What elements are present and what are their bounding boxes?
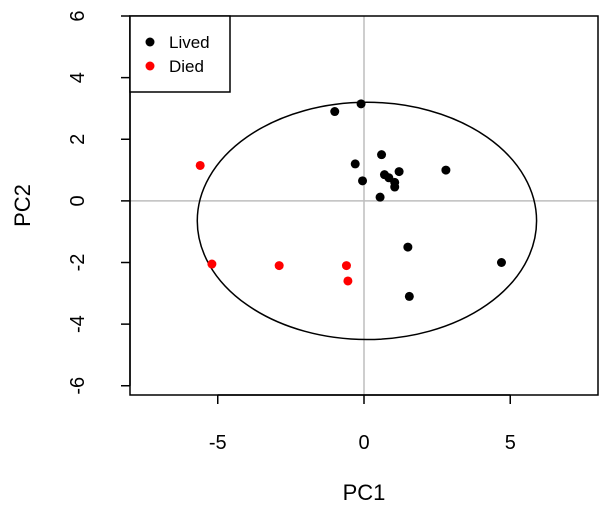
y-axis: -6 -4 -2 0 2 4 6 — [67, 10, 131, 395]
y-tick-label: 0 — [67, 195, 89, 206]
legend: Lived Died — [129, 15, 231, 93]
confidence-ellipse-layer — [196, 101, 538, 341]
data-point-lived — [356, 99, 366, 109]
data-point-died — [195, 160, 205, 170]
y-tick-label: 6 — [67, 10, 89, 21]
data-point-lived — [375, 192, 385, 202]
y-tick-label: -6 — [67, 377, 89, 395]
legend-box — [129, 15, 231, 93]
data-point-lived — [496, 258, 506, 268]
legend-marker-died — [145, 61, 155, 71]
data-point-died — [341, 261, 351, 271]
data-point-lived — [403, 242, 413, 252]
data-point-lived — [404, 291, 414, 301]
data-point-died — [207, 259, 217, 269]
reference-lines — [130, 16, 598, 395]
data-point-lived — [350, 159, 360, 169]
y-axis-title: PC2 — [10, 184, 35, 227]
x-tick-label: 5 — [505, 432, 516, 454]
points-layer — [195, 99, 506, 301]
x-axis: -5 0 5 — [209, 394, 516, 454]
data-point-died — [343, 276, 353, 286]
y-tick-label: 4 — [67, 72, 89, 83]
y-tick-label: -2 — [67, 254, 89, 272]
data-point-lived — [358, 176, 368, 186]
legend-marker-lived — [145, 37, 155, 47]
data-point-lived — [377, 150, 387, 160]
data-point-died — [274, 261, 284, 271]
y-tick-label: -4 — [67, 315, 89, 333]
data-point-lived — [441, 165, 451, 175]
legend-label-died: Died — [169, 57, 204, 76]
legend-label-lived: Lived — [169, 33, 210, 52]
x-axis-title: PC1 — [343, 480, 386, 505]
data-point-lived — [394, 167, 404, 177]
data-point-lived — [330, 107, 340, 117]
y-tick-label: 2 — [67, 134, 89, 145]
data-point-lived — [390, 182, 400, 192]
x-tick-label: -5 — [209, 432, 227, 454]
confidence-ellipse — [196, 101, 538, 341]
x-tick-label: 0 — [358, 432, 369, 454]
